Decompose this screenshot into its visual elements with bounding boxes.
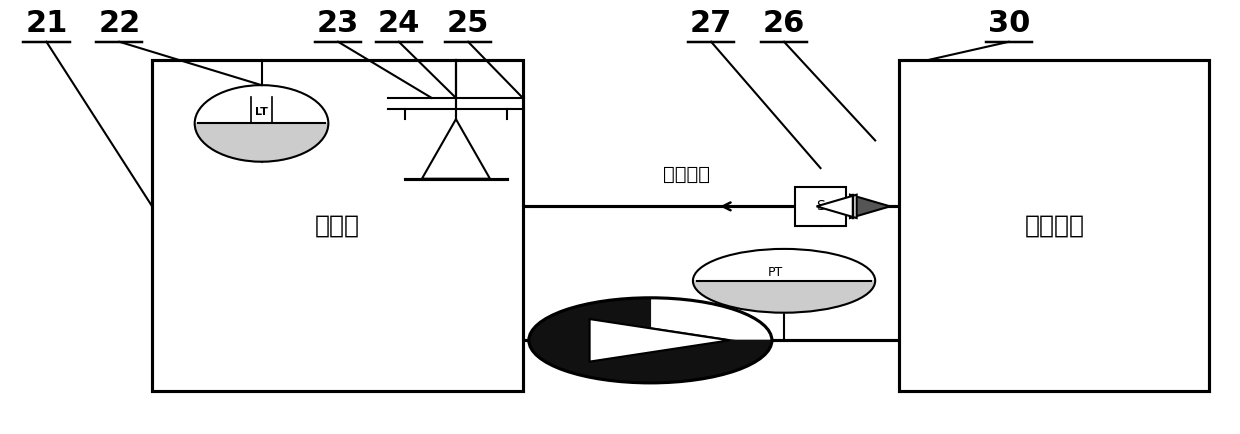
Text: 25: 25 [446, 10, 490, 38]
Text: 26: 26 [763, 10, 805, 38]
Polygon shape [584, 317, 738, 364]
Text: 制氢模块: 制氢模块 [1024, 214, 1085, 237]
Polygon shape [422, 119, 490, 179]
Text: 27: 27 [689, 10, 733, 38]
Text: 23: 23 [317, 10, 360, 38]
Polygon shape [589, 319, 729, 362]
Polygon shape [195, 123, 329, 162]
Polygon shape [693, 281, 875, 312]
Text: 22: 22 [98, 10, 140, 38]
Polygon shape [817, 195, 857, 218]
Text: PT: PT [768, 266, 782, 279]
Bar [153, 59, 523, 391]
Text: 21: 21 [25, 10, 68, 38]
Ellipse shape [195, 85, 329, 162]
Bar [899, 59, 1209, 391]
Text: 燃料筒: 燃料筒 [315, 214, 360, 237]
Bar [795, 187, 846, 226]
Circle shape [528, 298, 771, 383]
Text: 24: 24 [378, 10, 420, 38]
Text: 回流管路: 回流管路 [663, 165, 711, 184]
Polygon shape [849, 195, 890, 218]
Polygon shape [528, 298, 771, 383]
Text: S: S [816, 199, 825, 214]
Circle shape [693, 249, 875, 313]
Text: 30: 30 [988, 10, 1030, 38]
Text: LT: LT [255, 107, 268, 117]
